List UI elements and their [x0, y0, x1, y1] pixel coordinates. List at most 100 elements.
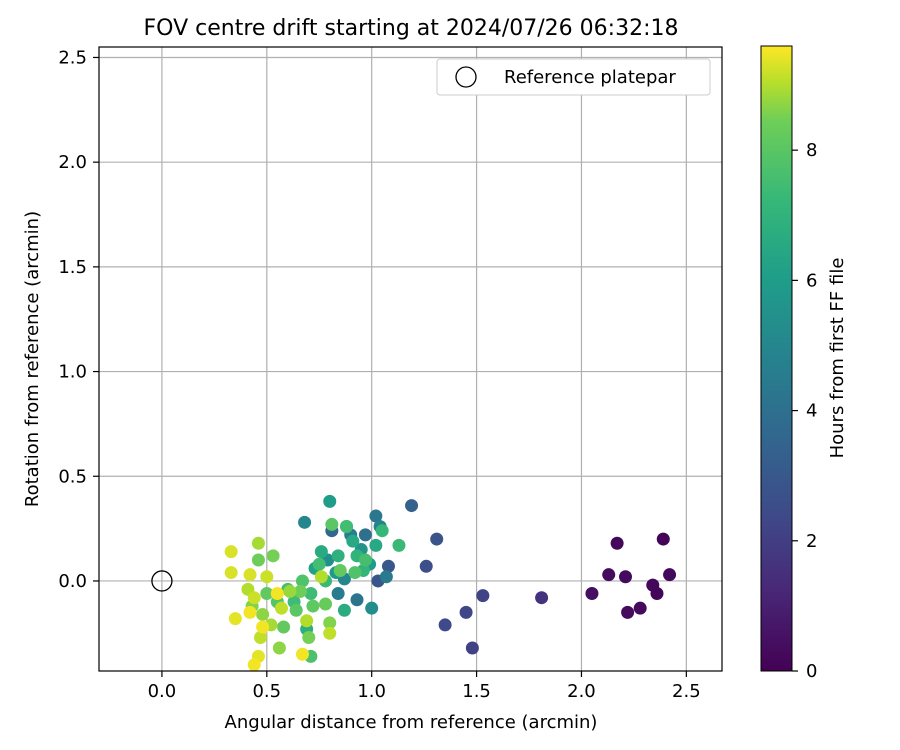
data-point	[375, 524, 389, 538]
reference-marker	[151, 570, 173, 592]
data-point	[650, 587, 664, 601]
x-tick-label: 2.5	[672, 681, 701, 702]
data-point	[319, 597, 333, 611]
data-point	[369, 509, 383, 523]
data-point	[405, 499, 419, 513]
data-point	[254, 630, 268, 644]
data-point	[476, 589, 490, 603]
legend-box	[436, 58, 711, 96]
grid-lines	[99, 47, 722, 671]
data-point	[381, 559, 395, 573]
data-point	[266, 549, 280, 563]
x-tick-label: 0.0	[148, 681, 177, 702]
y-tick-label: 1.0	[58, 362, 87, 383]
x-axis-ticks: 0.0 0.5 1.0 1.5 2.0 2.5	[148, 671, 701, 702]
data-point	[251, 553, 265, 567]
data-point	[228, 612, 242, 626]
data-point	[274, 601, 288, 615]
data-point	[392, 538, 406, 552]
data-point	[323, 626, 337, 640]
data-point	[306, 599, 320, 613]
colorbar-tick-label: 8	[806, 140, 817, 161]
data-point	[358, 553, 372, 567]
data-point	[251, 536, 265, 550]
data-point	[247, 591, 261, 605]
data-point	[295, 574, 309, 588]
data-point	[337, 603, 351, 617]
y-axis-label: Rotation from reference (arcmin)	[22, 211, 43, 507]
data-point	[247, 658, 261, 672]
data-point	[465, 641, 479, 655]
colorbar-label: Hours from first FF file	[827, 258, 848, 459]
data-point	[224, 545, 238, 559]
data-point	[358, 528, 372, 542]
colorbar: 0 2 4 6 8 Hours from first FF file	[760, 45, 848, 682]
colorbar-ticks: 0 2 4 6 8	[792, 140, 817, 682]
legend-marker	[455, 66, 477, 88]
data-point	[430, 532, 444, 546]
data-point	[348, 566, 362, 580]
legend: Reference platepar	[436, 58, 711, 96]
data-point	[272, 641, 286, 655]
data-point	[302, 630, 316, 644]
data-point	[369, 538, 383, 552]
data-point	[419, 559, 433, 573]
data-point	[300, 614, 314, 628]
x-tick-label: 1.5	[462, 681, 491, 702]
data-point	[243, 568, 257, 582]
data-point	[331, 549, 345, 563]
data-point	[621, 605, 635, 619]
data-point	[346, 534, 360, 548]
colorbar-tick-label: 6	[806, 270, 817, 291]
y-axis-ticks: 0.0 0.5 1.0 1.5 2.0 2.5	[58, 47, 99, 592]
y-tick-label: 2.0	[58, 152, 87, 173]
reference-marker-group	[151, 570, 173, 592]
legend-label: Reference platepar	[504, 67, 676, 88]
x-tick-label: 2.0	[567, 681, 596, 702]
x-axis-label: Angular distance from reference (arcmin)	[225, 712, 598, 733]
plot-frame	[98, 46, 723, 672]
y-tick-label: 0.0	[58, 571, 87, 592]
data-point	[224, 566, 238, 580]
scatter-points	[224, 494, 677, 672]
data-point	[243, 605, 257, 619]
data-point	[289, 603, 303, 617]
colorbar-gradient	[760, 45, 793, 672]
data-point	[256, 620, 270, 634]
colorbar-tick-label: 4	[806, 401, 817, 422]
colorbar-tick-label: 2	[806, 531, 817, 552]
data-point	[585, 587, 599, 601]
data-point	[365, 601, 379, 615]
data-point	[535, 591, 549, 605]
y-tick-label: 1.5	[58, 257, 87, 278]
y-tick-label: 2.5	[58, 47, 87, 68]
data-point	[663, 568, 677, 582]
data-point	[323, 494, 337, 508]
data-point	[602, 568, 616, 582]
data-point	[340, 520, 354, 534]
data-point	[459, 605, 473, 619]
data-point	[256, 607, 270, 621]
data-point	[260, 587, 274, 601]
x-tick-label: 0.5	[252, 681, 281, 702]
data-point	[314, 570, 328, 584]
data-point	[295, 647, 309, 661]
data-point	[323, 616, 337, 630]
data-point	[656, 532, 670, 546]
data-point	[293, 584, 307, 598]
data-point	[610, 536, 624, 550]
data-point	[438, 618, 452, 632]
y-tick-label: 0.5	[58, 466, 87, 487]
chart-title: FOV centre drift starting at 2024/07/26 …	[144, 16, 679, 41]
data-point	[350, 593, 364, 607]
data-point	[331, 587, 345, 601]
data-point	[333, 563, 347, 577]
data-point	[283, 584, 297, 598]
data-point	[277, 620, 291, 634]
data-point	[270, 587, 284, 601]
data-point	[633, 601, 647, 615]
data-point	[314, 545, 328, 559]
data-point	[312, 557, 326, 571]
data-point	[325, 517, 339, 531]
data-point	[298, 515, 312, 529]
